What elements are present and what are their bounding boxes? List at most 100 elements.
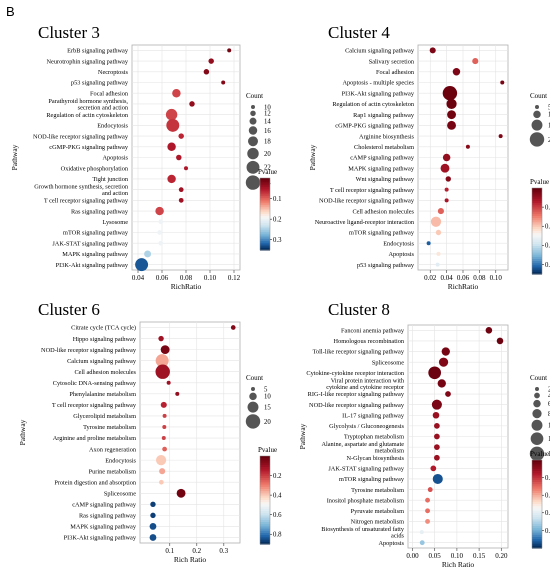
data-point bbox=[436, 251, 441, 256]
colorbar-segment bbox=[532, 252, 542, 256]
x-tick-label: 0.02 bbox=[424, 274, 437, 282]
colorbar-segment bbox=[532, 209, 542, 213]
category-label: Biosynthesis of unsaturated fatty acids bbox=[321, 526, 405, 539]
colorbar-segment bbox=[532, 473, 542, 476]
category-label-line: Tryptophan metabolism bbox=[344, 434, 404, 441]
size-legend-label: 16 bbox=[264, 128, 271, 135]
data-point bbox=[444, 198, 449, 203]
data-point bbox=[162, 413, 167, 418]
category-label-line: Endocytosis bbox=[105, 457, 136, 464]
colorbar-segment bbox=[260, 219, 270, 222]
category-label: Pyruvate metabolism bbox=[351, 508, 404, 515]
colorbar-tick-label: 0.8 bbox=[545, 262, 550, 269]
size-legend-label: 20 bbox=[264, 151, 271, 158]
colorbar-segment bbox=[260, 522, 270, 525]
colorbar-segment bbox=[532, 539, 542, 542]
colorbar-tick-label: 0.2 bbox=[545, 475, 550, 482]
category-label-line: cAMP signaling pathway bbox=[72, 502, 137, 509]
data-point bbox=[155, 364, 170, 379]
colorbar-segment bbox=[532, 226, 542, 230]
colorbar-segment bbox=[532, 508, 542, 512]
plot-area bbox=[139, 321, 241, 544]
size-legend-dot bbox=[247, 401, 259, 413]
data-point bbox=[157, 230, 162, 235]
chart-panel-3: Cluster 6 Citrate cycle (TCA cycle) Hippo … bbox=[18, 300, 282, 564]
category-label: Apoptosis bbox=[102, 155, 128, 162]
colorbar-segment bbox=[260, 223, 270, 226]
colorbar-segment bbox=[260, 486, 270, 490]
x-axis-label: RichRatio bbox=[448, 282, 479, 291]
y-axis-label: Pathway bbox=[10, 144, 19, 170]
figure-panel-letter: B bbox=[6, 4, 15, 19]
category-label-line: Calcium signaling pathway bbox=[67, 358, 137, 365]
category-label: Neurotrophin signaling pathway bbox=[47, 58, 129, 65]
data-point bbox=[189, 101, 195, 107]
colorbar-segment bbox=[260, 178, 270, 181]
colorbar-segment bbox=[260, 517, 270, 521]
colorbar-segment bbox=[532, 192, 542, 196]
size-legend-dot bbox=[245, 414, 261, 429]
data-point bbox=[419, 530, 424, 535]
category-label: MAPK signaling pathway bbox=[348, 165, 415, 172]
data-point bbox=[158, 240, 164, 246]
x-tick-label: 0.04 bbox=[441, 274, 454, 282]
category-label: Cell adhesion molecules bbox=[74, 369, 136, 376]
colorbar-segment bbox=[532, 248, 542, 251]
size-legend-dot bbox=[535, 387, 539, 391]
colorbar-segment bbox=[260, 244, 270, 247]
category-label-line: T cell receptor signaling pathway bbox=[52, 402, 137, 409]
category-label: NOD-like receptor signaling pathway bbox=[41, 347, 137, 354]
category-label: Calcium signaling pathway bbox=[345, 48, 415, 55]
category-label-line: Purine metabolism bbox=[89, 468, 136, 475]
category-label-line: mTOR signaling pathway bbox=[63, 230, 129, 237]
category-label: Cholesterol metabolism bbox=[354, 144, 414, 151]
y-axis-label: Pathway bbox=[298, 423, 307, 449]
colorbar-segment bbox=[532, 490, 542, 494]
data-point bbox=[438, 357, 449, 367]
category-label-line: Inositol phosphate metabolism bbox=[327, 497, 404, 504]
colorbar-segment bbox=[532, 464, 542, 468]
category-label-line: Apoptosis bbox=[388, 251, 414, 258]
data-point bbox=[465, 144, 470, 149]
x-tick-label: 0.06 bbox=[457, 274, 470, 282]
category-label: cGMP-PKG signaling pathway bbox=[49, 144, 129, 151]
data-point bbox=[434, 433, 440, 440]
category-label: Endocytosis bbox=[97, 123, 128, 130]
colorbar-title: Pvalue bbox=[530, 178, 549, 186]
category-label-line: NOD-like receptor signaling pathway bbox=[41, 347, 137, 354]
colorbar-segment bbox=[532, 218, 542, 221]
colorbar-segment bbox=[532, 269, 542, 273]
category-label: NOD-like receptor signaling pathway bbox=[33, 133, 129, 140]
colorbar-segment bbox=[260, 196, 270, 199]
colorbar-segment bbox=[532, 258, 542, 262]
colorbar-segment bbox=[260, 221, 270, 224]
category-label: T cell receptor signaling pathway bbox=[330, 187, 415, 194]
x-tick-label: 0.08 bbox=[473, 274, 486, 282]
size-legend-title: Count bbox=[530, 374, 547, 382]
x-tick-label: 0.10 bbox=[204, 274, 217, 282]
size-legend-label: 10 bbox=[548, 112, 550, 119]
category-label: Rap1 signaling pathway bbox=[353, 112, 415, 119]
size-legend-dot bbox=[533, 110, 541, 119]
colorbar-segment bbox=[532, 537, 542, 540]
category-label-line: Glycerolipid metabolism bbox=[73, 413, 136, 420]
chart-panel-1: Cluster 3 ErbB signaling pathway Neurotrop… bbox=[10, 23, 282, 291]
colorbar-segment bbox=[532, 239, 542, 243]
data-point bbox=[149, 534, 157, 541]
category-label: Endocytosis bbox=[105, 457, 136, 464]
colorbar-segment bbox=[260, 179, 270, 183]
category-label: Regulation of actin cytoskeleton bbox=[46, 112, 129, 119]
data-point bbox=[155, 354, 169, 368]
colorbar-segment bbox=[532, 517, 542, 520]
x-axis-label: RichRatio bbox=[171, 282, 202, 291]
category-label: PI3K-Akt signaling pathway bbox=[342, 90, 415, 97]
category-label: JAK-STAT signaling pathway bbox=[328, 466, 404, 473]
colorbar-segment bbox=[532, 246, 542, 249]
category-label-line: mTOR signaling pathway bbox=[349, 230, 415, 237]
colorbar-segment bbox=[260, 478, 270, 481]
data-point bbox=[167, 174, 176, 184]
category-label: Necroptosis bbox=[98, 69, 129, 76]
category-label-line: ErbB signaling pathway bbox=[67, 48, 129, 55]
category-label: MAPK signaling pathway bbox=[62, 251, 129, 258]
category-label: Citrate cycle (TCA cycle) bbox=[71, 325, 136, 332]
